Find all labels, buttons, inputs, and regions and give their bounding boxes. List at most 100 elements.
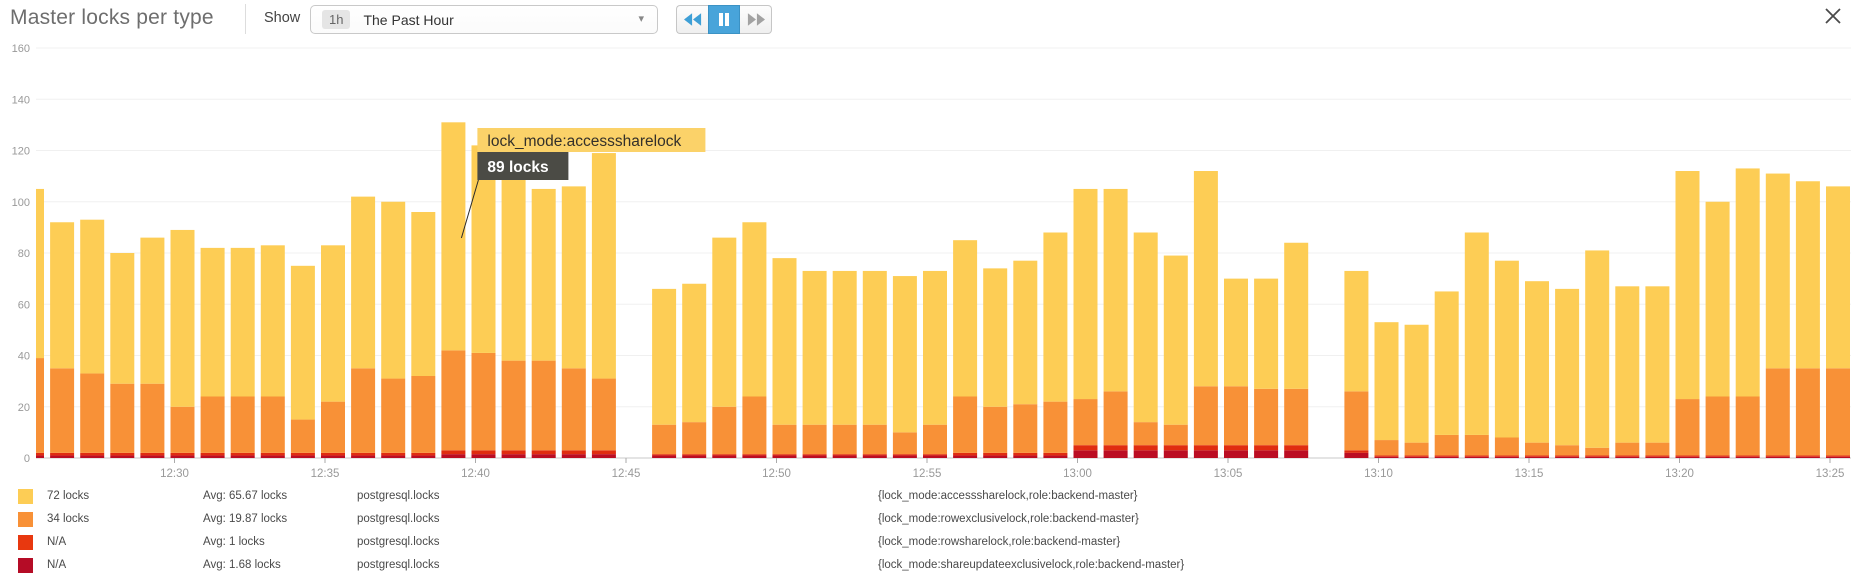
bar-segment[interactable] <box>802 454 827 456</box>
bar-segment[interactable] <box>1525 455 1549 457</box>
bar-segment[interactable] <box>1795 456 1820 458</box>
bar-segment[interactable] <box>712 455 737 458</box>
bar-13:19[interactable] <box>1645 286 1670 458</box>
legend-row[interactable]: 34 locks Avg: 19.87 locks postgresql.loc… <box>0 511 1851 534</box>
bar-segment[interactable] <box>1073 399 1098 446</box>
bar-segment[interactable] <box>20 358 44 453</box>
bar-segment[interactable] <box>230 455 255 458</box>
bar-segment[interactable] <box>1494 260 1519 438</box>
bar-segment[interactable] <box>381 452 406 456</box>
bar-segment[interactable] <box>591 153 616 379</box>
bar-12:26[interactable] <box>50 222 75 458</box>
bar-segment[interactable] <box>892 455 917 458</box>
bar-segment[interactable] <box>923 454 947 456</box>
bar-segment[interactable] <box>1705 396 1730 456</box>
bar-segment[interactable] <box>471 454 496 458</box>
bar-segment[interactable] <box>140 452 165 456</box>
bar-segment[interactable] <box>471 352 496 451</box>
bar-segment[interactable] <box>1675 171 1700 400</box>
bar-segment[interactable] <box>1555 456 1580 458</box>
bar-segment[interactable] <box>1464 434 1489 456</box>
bar-12:54[interactable] <box>892 276 917 458</box>
bar-segment[interactable] <box>1163 424 1188 446</box>
bar-segment[interactable] <box>983 268 1008 407</box>
bar-segment[interactable] <box>862 424 887 455</box>
bar-segment[interactable] <box>892 454 917 456</box>
fast-forward-button[interactable] <box>740 5 772 34</box>
bar-12:34[interactable] <box>290 265 315 458</box>
bar-13:13[interactable] <box>1464 232 1489 459</box>
bar-13:02[interactable] <box>1133 232 1158 459</box>
bar-13:21[interactable] <box>1705 201 1730 458</box>
bar-segment[interactable] <box>802 455 827 458</box>
bar-segment[interactable] <box>80 455 105 458</box>
bar-segment[interactable] <box>230 396 255 453</box>
bar-segment[interactable] <box>381 455 406 458</box>
bar-segment[interactable] <box>1434 455 1459 457</box>
bar-segment[interactable] <box>1374 455 1399 457</box>
bar-segment[interactable] <box>742 455 767 458</box>
bar-12:47[interactable] <box>682 283 707 458</box>
bar-12:49[interactable] <box>742 222 767 458</box>
bar-segment[interactable] <box>531 188 556 361</box>
bar-segment[interactable] <box>1284 388 1309 446</box>
bar-segment[interactable] <box>862 270 887 425</box>
bar-segment[interactable] <box>682 422 707 455</box>
bar-segment[interactable] <box>1043 401 1068 453</box>
bar-12:57[interactable] <box>983 268 1008 458</box>
bar-segment[interactable] <box>1073 445 1098 451</box>
bar-segment[interactable] <box>953 396 978 453</box>
bar-segment[interactable] <box>50 368 75 453</box>
bar-segment[interactable] <box>862 455 887 458</box>
bar-12:51[interactable] <box>802 270 827 458</box>
bar-segment[interactable] <box>1254 388 1279 446</box>
bar-segment[interactable] <box>923 455 947 458</box>
bar-13:15[interactable] <box>1525 281 1549 458</box>
bar-segment[interactable] <box>712 406 737 455</box>
bar-segment[interactable] <box>351 452 376 456</box>
bar-segment[interactable] <box>1735 455 1760 457</box>
bar-13:10[interactable] <box>1374 322 1399 458</box>
bar-segment[interactable] <box>200 396 225 453</box>
bar-segment[interactable] <box>501 360 526 451</box>
bar-segment[interactable] <box>1795 368 1820 456</box>
bar-segment[interactable] <box>1163 255 1188 425</box>
bar-segment[interactable] <box>200 455 225 458</box>
bar-segment[interactable] <box>652 424 677 455</box>
bar-segment[interactable] <box>1344 391 1369 451</box>
bar-segment[interactable] <box>290 455 315 458</box>
bar-segment[interactable] <box>1404 442 1429 456</box>
bar-segment[interactable] <box>1254 450 1279 458</box>
bar-segment[interactable] <box>1826 455 1850 457</box>
bar-segment[interactable] <box>230 452 255 456</box>
bar-12:44[interactable] <box>591 153 616 458</box>
bar-segment[interactable] <box>953 452 978 456</box>
legend-row[interactable]: 72 locks Avg: 65.67 locks postgresql.loc… <box>0 488 1851 511</box>
bar-segment[interactable] <box>1133 450 1158 458</box>
bar-segment[interactable] <box>351 455 376 458</box>
bar-segment[interactable] <box>1765 173 1790 369</box>
bar-segment[interactable] <box>411 376 436 453</box>
bar-segment[interactable] <box>381 201 406 379</box>
bar-segment[interactable] <box>832 424 857 455</box>
rewind-button[interactable] <box>676 5 708 34</box>
bar-segment[interactable] <box>140 237 165 384</box>
legend-row[interactable]: N/A Avg: 1.68 locks postgresql.locks {lo… <box>0 557 1851 580</box>
bar-segment[interactable] <box>1073 450 1098 458</box>
bar-segment[interactable] <box>953 240 978 397</box>
bar-segment[interactable] <box>321 401 345 453</box>
bar-13:24[interactable] <box>1795 181 1820 458</box>
bar-segment[interactable] <box>290 265 315 420</box>
bar-12:37[interactable] <box>381 201 406 458</box>
bar-segment[interactable] <box>1585 250 1610 448</box>
bar-segment[interactable] <box>1795 181 1820 369</box>
bar-segment[interactable] <box>1705 456 1730 458</box>
bar-segment[interactable] <box>712 454 737 456</box>
bar-segment[interactable] <box>321 245 345 402</box>
bar-segment[interactable] <box>1826 456 1850 458</box>
bar-segment[interactable] <box>1826 368 1850 456</box>
bar-12:35[interactable] <box>321 245 345 458</box>
bar-segment[interactable] <box>1133 445 1158 451</box>
bar-segment[interactable] <box>1585 456 1610 458</box>
bar-segment[interactable] <box>561 186 586 369</box>
